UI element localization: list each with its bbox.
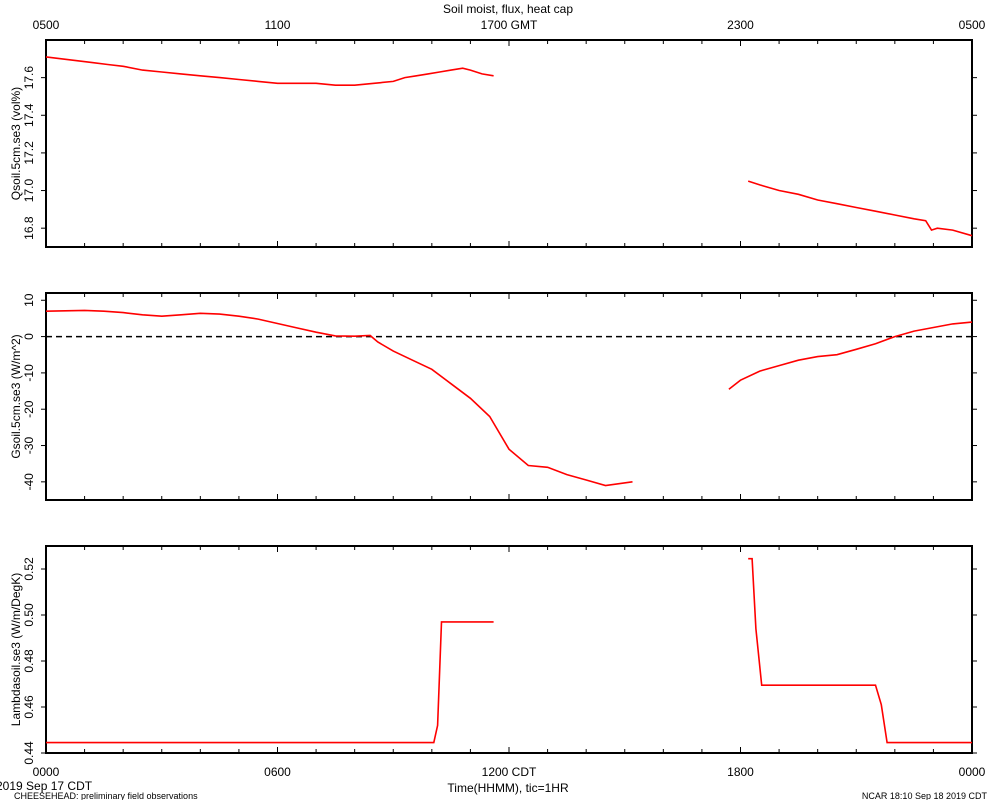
top-tick-label: 1100 [265, 18, 291, 32]
y-tick-label: 17.6 [22, 66, 36, 90]
y-axis-label: Lambdasoil.se3 (W/m/DegK) [9, 573, 23, 726]
panel-frame [45, 39, 973, 248]
bottom-tick-label: 1800 [727, 765, 754, 779]
y-tick-label: -10 [22, 364, 36, 382]
panel-frame [45, 545, 973, 754]
chart-title: Soil moist, flux, heat cap [443, 2, 573, 16]
series-line [45, 309, 633, 487]
series-line [728, 321, 973, 390]
date-label: 2019 Sep 17 CDT [0, 779, 93, 793]
y-tick-label: -30 [22, 437, 36, 455]
y-tick-label: 0 [22, 333, 36, 340]
y-tick-label: -20 [22, 400, 36, 418]
y-axis-label: Gsoil.5cm.se3 (W/m^2) [9, 334, 23, 458]
panel-frame [45, 292, 973, 501]
series-line [46, 621, 494, 744]
top-tick-label: 0500 [959, 18, 986, 32]
y-tick-label: 10 [22, 293, 36, 307]
top-tick-label: 0500 [33, 18, 60, 32]
x-axis-label: Time(HHMM), tic=1HR [447, 781, 569, 795]
series-line [748, 557, 972, 744]
bottom-tick-label: 0000 [959, 765, 986, 779]
footer-left: CHEESEHEAD: preliminary field observatio… [14, 791, 198, 800]
footer-right: NCAR 18:10 Sep 18 2019 CDT [862, 791, 988, 800]
y-tick-label: 0.46 [22, 695, 36, 719]
y-tick-label: -40 [22, 473, 36, 491]
y-axis-label: Qsoil.5cm.se3 (vol%) [9, 87, 23, 200]
bottom-tick-label: 0000 [33, 765, 60, 779]
series-line [747, 180, 973, 237]
top-axis-ticks: 0500 1100 1700 GMT 2300 0500 [33, 18, 986, 32]
y-tick-label: 16.8 [22, 216, 36, 240]
bottom-axis-ticks: 0000 0600 1200 CDT 1800 0000 [33, 765, 986, 779]
y-tick-label: 17.4 [22, 103, 36, 127]
series-line [45, 56, 494, 86]
y-tick-label: 0.52 [22, 557, 36, 581]
bottom-tick-label: 0600 [264, 765, 291, 779]
bottom-tick-label: 1200 CDT [482, 765, 537, 779]
y-tick-label: 17.0 [22, 179, 36, 203]
y-tick-label: 0.44 [22, 741, 36, 765]
top-tick-label: 2300 [727, 18, 754, 32]
y-tick-label: 0.48 [22, 649, 36, 673]
y-tick-label: 0.50 [22, 603, 36, 627]
top-tick-label: 1700 GMT [481, 18, 538, 32]
y-tick-label: 17.2 [22, 141, 36, 165]
panel-2: -40 -30 -20 -10 0 10 Gsoil.5cm.se3 (W/m^2) [9, 292, 977, 501]
